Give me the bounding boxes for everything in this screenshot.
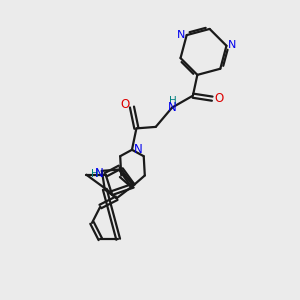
Text: N: N xyxy=(228,40,236,50)
Text: N: N xyxy=(95,167,104,180)
Text: H: H xyxy=(169,96,177,106)
Text: O: O xyxy=(214,92,224,105)
Text: H: H xyxy=(91,169,98,179)
Text: O: O xyxy=(121,98,130,111)
Text: N: N xyxy=(134,143,142,156)
Text: N: N xyxy=(177,29,185,40)
Text: N: N xyxy=(168,101,176,114)
